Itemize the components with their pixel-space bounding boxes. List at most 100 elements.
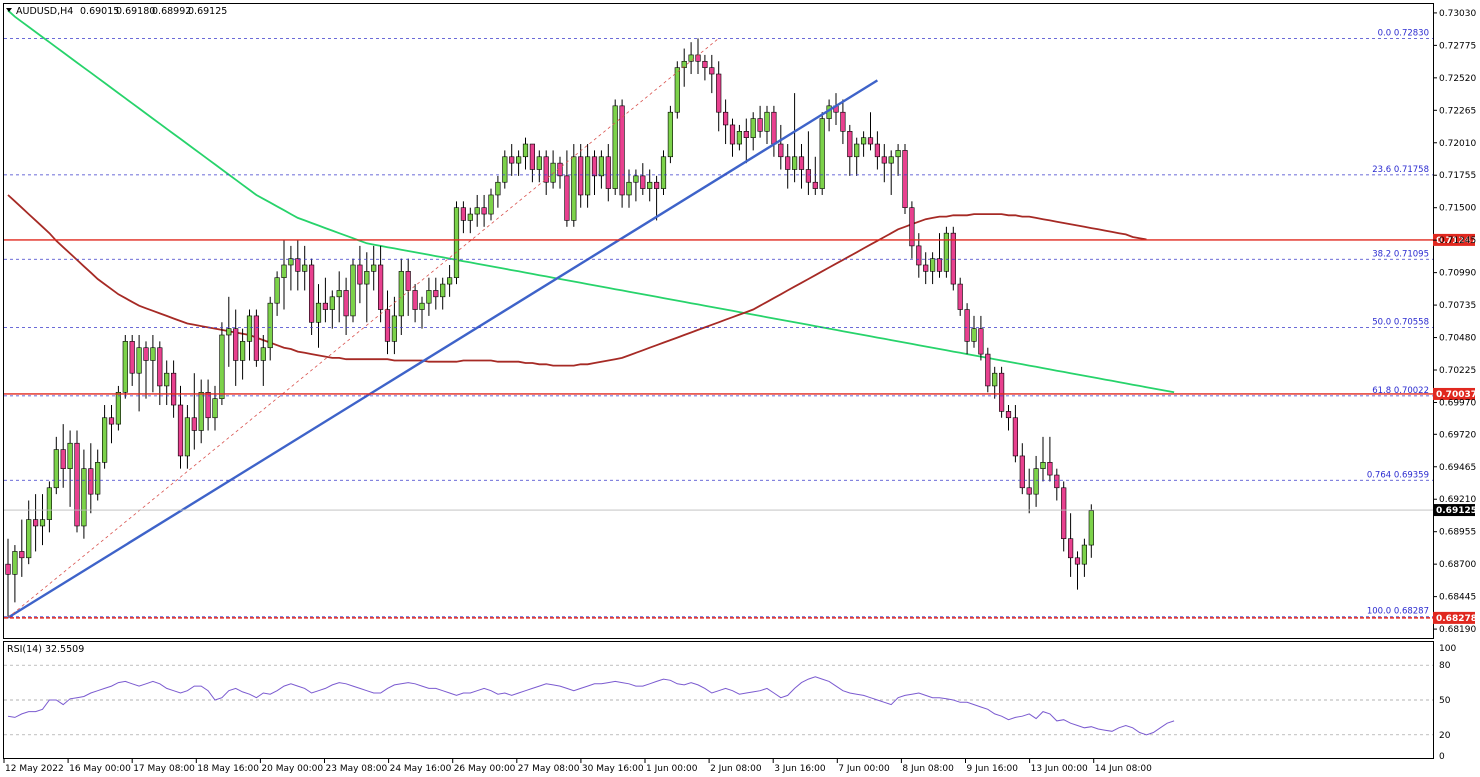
time-tick-label: 1 Jun 00:00	[646, 764, 698, 774]
candle-body	[391, 315, 398, 342]
time-tick-label: 2 Jun 08:00	[710, 764, 762, 774]
fib-level-label: 100.0 0.68287	[1367, 607, 1429, 617]
level-price-tag	[1433, 233, 1475, 246]
candle-body	[860, 137, 867, 145]
candle-body	[191, 417, 197, 431]
candle-body	[405, 271, 411, 291]
rsi-max-label: 100	[1439, 644, 1456, 654]
price-tick-label: 0.71755	[1439, 171, 1476, 181]
candle-body	[336, 290, 342, 298]
candle-body	[267, 302, 273, 349]
candle-body	[364, 271, 370, 285]
candle-body	[709, 67, 715, 75]
candle-body	[812, 181, 818, 189]
candle-body	[315, 302, 322, 323]
candle-body	[46, 487, 52, 520]
candle-body	[716, 73, 722, 113]
candle-body	[702, 60, 708, 68]
candle-body	[502, 156, 508, 183]
candle-body	[1074, 557, 1081, 565]
price-tick-label: 0.69720	[1439, 430, 1476, 440]
candle-body	[647, 181, 653, 189]
candle-body	[957, 283, 963, 310]
candle-body	[722, 111, 729, 126]
candle-body	[1047, 462, 1053, 476]
dropdown-triangle-icon[interactable]	[6, 8, 12, 12]
price-tick-label: 0.68955	[1439, 528, 1476, 538]
price-tick-label: 0.68700	[1439, 560, 1476, 570]
candle-body	[888, 156, 894, 164]
time-tick-label: 23 May 08:00	[326, 764, 388, 774]
candle-body	[757, 118, 763, 132]
candle-body	[74, 442, 80, 527]
candle-body	[226, 328, 232, 336]
candle-body	[81, 468, 87, 527]
chart-header: AUDUSD,H4 0.69015 0.69180 0.68992 0.6912…	[6, 6, 227, 17]
candle-body	[564, 175, 570, 221]
candle-body	[695, 54, 701, 62]
price-tick-label: 0.72265	[1439, 106, 1476, 116]
candle-body	[529, 143, 535, 170]
current-price-text: 0.69125	[1436, 506, 1477, 516]
candle-body	[791, 156, 798, 170]
trendlines	[7, 38, 879, 619]
candle-body	[998, 372, 1005, 412]
candle-body	[474, 207, 480, 215]
candle-body	[798, 156, 805, 170]
candle-body	[288, 258, 294, 266]
candle-body	[412, 290, 418, 310]
candle-body	[936, 258, 943, 272]
candle-body	[950, 232, 956, 285]
candle-body	[164, 372, 170, 387]
time-tick-label: 3 Jun 16:00	[774, 764, 826, 774]
candle-body	[867, 137, 874, 145]
candle-body	[233, 328, 239, 361]
candle-body	[426, 290, 432, 304]
candle-body	[1061, 487, 1067, 539]
candle-body	[377, 264, 384, 310]
price-tick-label: 0.71245	[1439, 236, 1476, 246]
candle-body	[985, 353, 991, 387]
candle-body	[584, 156, 591, 196]
candle-body	[971, 328, 977, 342]
candle-body	[67, 442, 73, 469]
candle-body	[198, 391, 204, 431]
price-tick-label: 0.72010	[1439, 139, 1476, 149]
fibonacci-levels: 0.0 0.72830 23.6 0.71758 38.2 0.71095 50.0 …	[4, 28, 1433, 618]
candle-body	[212, 398, 218, 419]
candle-body	[543, 156, 549, 183]
candle-body	[19, 551, 25, 559]
symbol-label: AUDUSD,H4	[16, 6, 73, 17]
rsi-panel-frame	[3, 641, 1434, 759]
candle-body	[5, 563, 11, 575]
candle-body	[343, 290, 349, 317]
time-tick-label: 9 Jun 16:00	[967, 764, 1019, 774]
candle-body	[398, 271, 404, 317]
price-tick-label: 0.73030	[1439, 9, 1476, 19]
candle-body	[350, 264, 356, 317]
candle-body	[1040, 462, 1046, 469]
candle-body	[1054, 474, 1060, 489]
candle-body	[371, 264, 377, 272]
candle-body	[322, 302, 329, 310]
candle-body	[143, 347, 149, 361]
fib-level-label: 61.8 0.70022	[1372, 386, 1429, 396]
price-panel-frame	[3, 3, 1434, 639]
candle-body	[102, 417, 108, 463]
price-tick-label: 0.69465	[1439, 463, 1476, 473]
candle-body	[1068, 538, 1074, 559]
fib-level-label: 38.2 0.71095	[1372, 249, 1429, 259]
candle-body	[419, 302, 425, 310]
time-tick-label: 26 May 00:00	[454, 764, 516, 774]
rsi-label: RSI(14) 32.5509	[7, 644, 84, 655]
rsi-line	[7, 676, 1175, 736]
time-tick-label: 27 May 08:00	[518, 764, 580, 774]
candle-body	[626, 181, 632, 196]
candle-body	[246, 315, 253, 342]
time-tick-label: 24 May 16:00	[390, 764, 452, 774]
candle-body	[571, 156, 577, 221]
price-tick-label: 0.70990	[1439, 269, 1476, 279]
time-tick-label: 14 Jun 08:00	[1095, 764, 1152, 774]
fib-level-label: 0.0 0.72830	[1378, 28, 1429, 38]
candle-body	[122, 341, 128, 393]
